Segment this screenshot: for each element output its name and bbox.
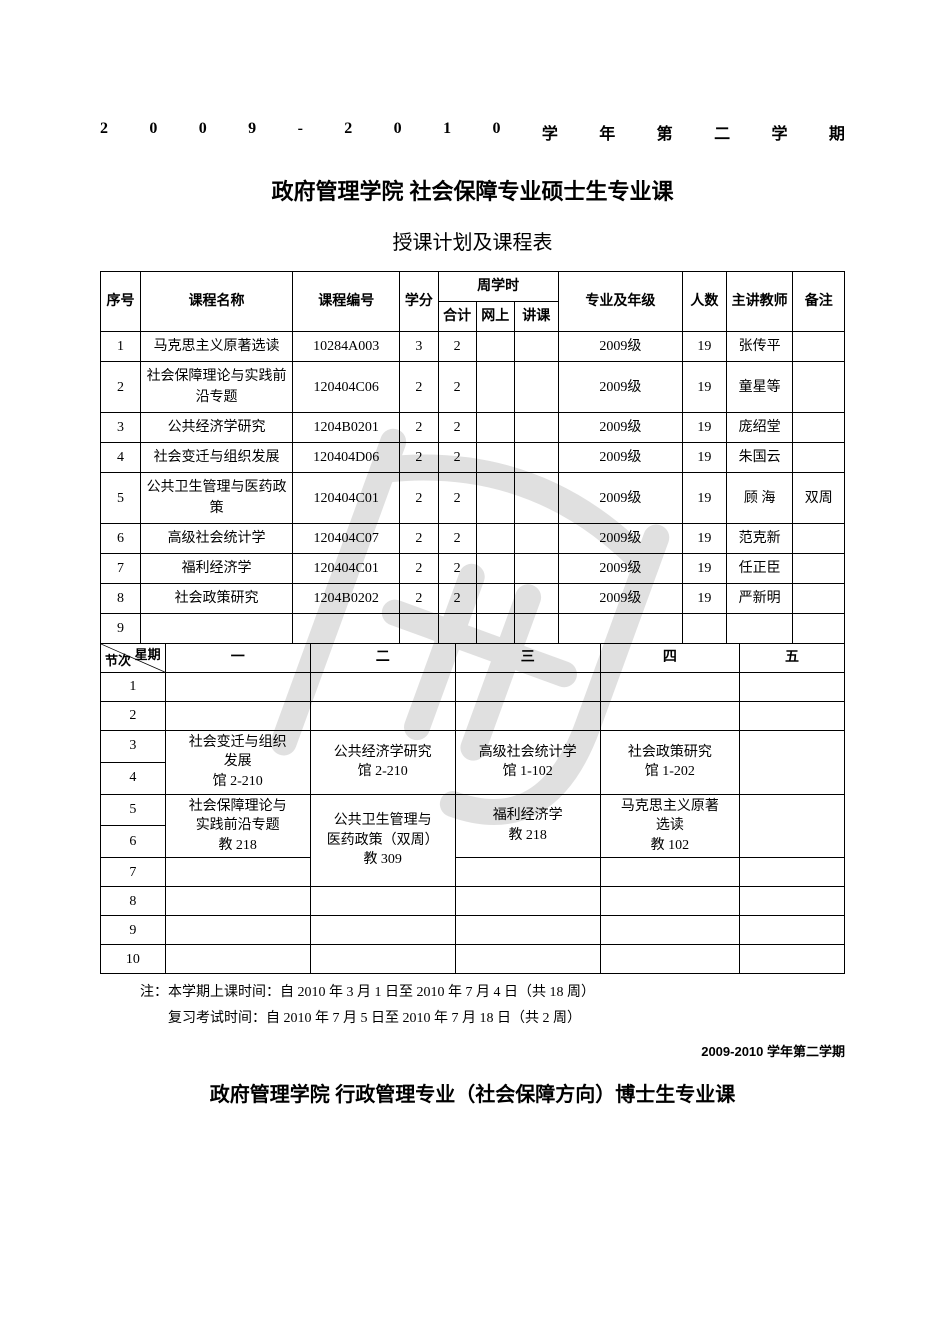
period-cell: 1 xyxy=(101,672,166,701)
schedule-row: 5 社会保障理论与 实践前沿专题 教 218 公共卫生管理与 医药政策（双周） … xyxy=(101,794,845,826)
table-row: 8社会政策研究1204B0202222009级19严新明 xyxy=(101,584,845,614)
period-cell: 9 xyxy=(101,916,166,945)
schedule-row: 2 xyxy=(101,701,845,730)
table-row: 6高级社会统计学120404C07222009级19范克新 xyxy=(101,524,845,554)
table-row: 3公共经济学研究1204B0201222009级19庞绍堂 xyxy=(101,413,845,443)
col-code: 课程编号 xyxy=(293,272,400,332)
table-row: 2社会保障理论与实践前沿专题120404C06222009级19童星等 xyxy=(101,362,845,413)
col-idx: 序号 xyxy=(101,272,141,332)
academic-year-header: 2 0 0 9 - 2 0 1 0 学 年 第 二 学 期 xyxy=(100,120,845,144)
col-num: 人数 xyxy=(682,272,726,332)
period-cell: 2 xyxy=(101,701,166,730)
diag-header: 星期 节次 xyxy=(101,643,166,672)
footer-notes: 注：本学期上课时间：自 2010 年 3 月 1 日至 2010 年 7 月 4… xyxy=(100,980,845,1030)
table-header-row: 序号 课程名称 课程编号 学分 周学时 专业及年级 人数 主讲教师 备注 xyxy=(101,272,845,302)
col-w1: 合计 xyxy=(438,302,476,332)
course-table: 序号 课程名称 课程编号 学分 周学时 专业及年级 人数 主讲教师 备注 合计 … xyxy=(100,271,845,644)
schedule-header-row: 星期 节次 一 二 三 四 五 xyxy=(101,643,845,672)
page-subtitle: 授课计划及课程表 xyxy=(100,226,845,255)
col-name: 课程名称 xyxy=(141,272,293,332)
period-cell: 8 xyxy=(101,887,166,916)
col-w2: 网上 xyxy=(476,302,514,332)
col-grade: 专业及年级 xyxy=(558,272,682,332)
note-line: 复习考试时间：自 2010 年 7 月 5 日至 2010 年 7 月 18 日… xyxy=(140,1006,845,1031)
table-row: 9 xyxy=(101,614,845,644)
day-mon: 一 xyxy=(165,643,310,672)
schedule-row: 8 xyxy=(101,887,845,916)
period-cell: 4 xyxy=(101,762,166,794)
diag-top-label: 星期 xyxy=(135,646,161,664)
schedule-entry: 福利经济学 教 218 xyxy=(455,794,600,858)
schedule-entry: 社会政策研究 馆 1-202 xyxy=(600,730,739,794)
schedule-entry: 马克思主义原著 选读 教 102 xyxy=(600,794,739,858)
schedule-row: 1 xyxy=(101,672,845,701)
schedule-row: 10 xyxy=(101,945,845,974)
second-title: 政府管理学院 行政管理专业（社会保障方向）博士生专业课 xyxy=(100,1078,845,1107)
col-weekly-group: 周学时 xyxy=(438,272,558,302)
col-teacher: 主讲教师 xyxy=(726,272,793,332)
col-w3: 讲课 xyxy=(514,302,558,332)
schedule-row: 9 xyxy=(101,916,845,945)
period-cell: 7 xyxy=(101,858,166,887)
diag-bot-label: 节次 xyxy=(105,652,131,670)
schedule-entry: 公共卫生管理与 医药政策（双周） 教 309 xyxy=(310,794,455,887)
table-row: 1马克思主义原著选读10284A003322009级19张传平 xyxy=(101,332,845,362)
page-title: 政府管理学院 社会保障专业硕士生专业课 xyxy=(100,174,845,206)
day-tue: 二 xyxy=(310,643,455,672)
day-fri: 五 xyxy=(740,643,845,672)
schedule-entry: 社会变迁与组织 发展 馆 2-210 xyxy=(165,730,310,794)
table-row: 7福利经济学120404C01222009级19任正臣 xyxy=(101,554,845,584)
schedule-row: 7 xyxy=(101,858,845,887)
schedule-table: 星期 节次 一 二 三 四 五 1 2 3 社会变迁与组织 xyxy=(100,643,845,975)
period-cell: 3 xyxy=(101,730,166,762)
day-wed: 三 xyxy=(455,643,600,672)
col-credit: 学分 xyxy=(400,272,438,332)
table-row: 5公共卫生管理与医药政策120404C01222009级19顾 海双周 xyxy=(101,473,845,524)
period-cell: 10 xyxy=(101,945,166,974)
schedule-entry: 高级社会统计学 馆 1-102 xyxy=(455,730,600,794)
period-cell: 6 xyxy=(101,826,166,858)
col-note: 备注 xyxy=(793,272,845,332)
table-row: 4社会变迁与组织发展120404D06222009级19朱国云 xyxy=(101,443,845,473)
semester-label: 2009-2010 学年第二学期 xyxy=(100,1041,845,1060)
schedule-row: 3 社会变迁与组织 发展 馆 2-210 公共经济学研究 馆 2-210 高级社… xyxy=(101,730,845,762)
note-line: 注：本学期上课时间：自 2010 年 3 月 1 日至 2010 年 7 月 4… xyxy=(140,980,845,1005)
schedule-entry: 社会保障理论与 实践前沿专题 教 218 xyxy=(165,794,310,858)
schedule-entry: 公共经济学研究 馆 2-210 xyxy=(310,730,455,794)
day-thu: 四 xyxy=(600,643,739,672)
period-cell: 5 xyxy=(101,794,166,826)
